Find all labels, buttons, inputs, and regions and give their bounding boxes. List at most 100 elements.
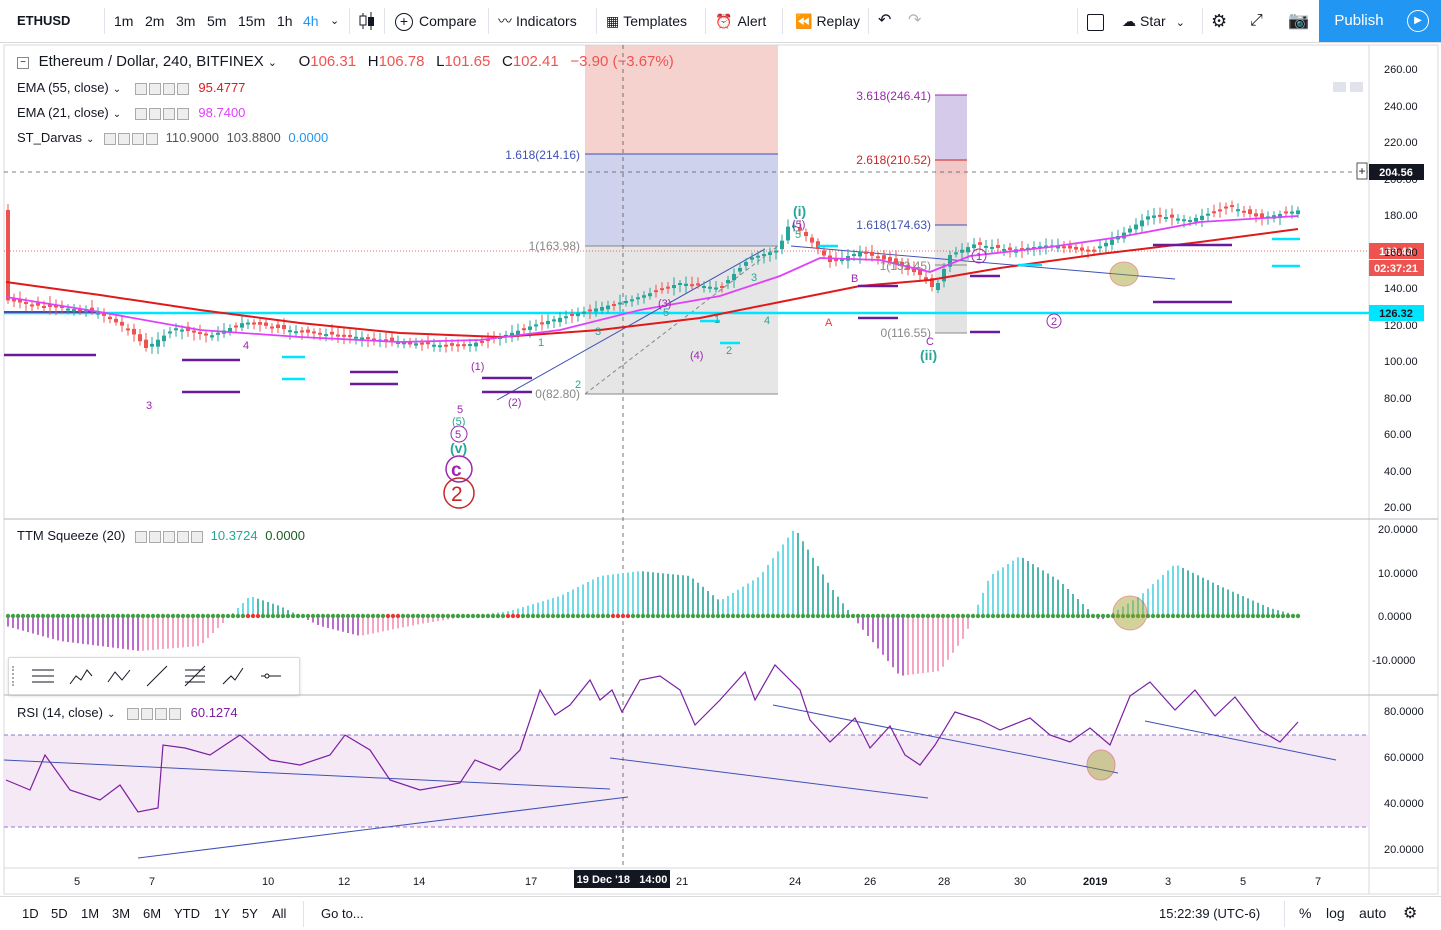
close-icon[interactable] (169, 707, 181, 720)
squeeze-dot (305, 613, 311, 619)
range-1y[interactable]: 1Y (214, 906, 230, 921)
range-1d[interactable]: 1D (22, 906, 39, 921)
trendline[interactable] (790, 245, 1176, 280)
code-icon[interactable] (163, 530, 175, 543)
eye-icon[interactable] (127, 707, 139, 720)
eye-icon[interactable] (134, 107, 147, 120)
close-icon[interactable] (176, 107, 189, 120)
ema55-legend[interactable]: EMA (55, close) ⌄ 95.4777 (17, 80, 245, 95)
compare-button[interactable]: + Compare (395, 0, 477, 42)
elliott-impulse-icon[interactable] (67, 662, 95, 690)
pane-collapse-icon[interactable] (1333, 82, 1346, 92)
squeeze-dot (1200, 613, 1206, 619)
squeeze-dot (1295, 613, 1301, 619)
log-toggle[interactable]: log (1326, 905, 1345, 921)
gear-icon[interactable]: ⚙ (1403, 905, 1418, 922)
expand-icon[interactable]: ⤢ (1250, 12, 1263, 29)
star-button[interactable]: ☁ Star ⌄ (1122, 0, 1185, 42)
interval-4h[interactable]: 4h (303, 13, 319, 29)
gear-icon[interactable]: ⚙ (1211, 11, 1228, 31)
plus-icon[interactable] (155, 707, 167, 720)
candle (1134, 224, 1138, 230)
gear-icon[interactable] (149, 530, 161, 543)
candles-icon[interactable] (358, 0, 376, 42)
range-5d[interactable]: 5D (51, 906, 68, 921)
pane-maximize-icon[interactable] (1350, 82, 1363, 92)
interval-1m[interactable]: 1m (114, 13, 134, 29)
add-alert-plus[interactable] (1356, 162, 1368, 180)
play-icon[interactable]: ▶ (1407, 10, 1429, 32)
range-ytd[interactable]: YTD (174, 906, 200, 921)
interval-1h[interactable]: 1h (277, 13, 293, 29)
gear-icon[interactable] (148, 107, 161, 120)
gear-icon[interactable] (148, 82, 161, 95)
percent-toggle[interactable]: % (1299, 905, 1312, 921)
series-title[interactable]: Ethereum / Dollar, 240, BITFINEX (38, 53, 264, 70)
rsi-trendline[interactable] (137, 796, 629, 859)
chevron-down-icon[interactable]: ⌄ (267, 57, 277, 69)
darvas-legend[interactable]: ST_Darvas ⌄ 110.9000 103.8800 0.0000 (17, 130, 328, 145)
divider (303, 901, 304, 927)
pitchfork-icon[interactable] (29, 662, 57, 690)
interval-2m[interactable]: 2m (145, 13, 165, 29)
rsi-trendline[interactable] (609, 757, 929, 799)
elliott-correction-icon[interactable] (105, 662, 133, 690)
gear-icon[interactable] (141, 707, 153, 720)
rsi-trendline[interactable] (772, 704, 1119, 774)
plus-icon[interactable] (162, 82, 175, 95)
trendline[interactable] (496, 248, 766, 401)
redo-icon[interactable]: ↷ (908, 12, 922, 29)
symbol-search[interactable]: ETHUSD (17, 13, 71, 28)
eye-icon[interactable] (134, 82, 147, 95)
candle (882, 255, 886, 260)
range-3m[interactable]: 3M (112, 906, 131, 921)
gear-icon[interactable] (118, 132, 131, 145)
plus-icon[interactable] (177, 530, 189, 543)
alert-button[interactable]: ⏰ Alert (715, 0, 766, 42)
interval-5m[interactable]: 5m (207, 13, 227, 29)
drag-handle[interactable] (12, 666, 18, 686)
ema21-legend[interactable]: EMA (21, close) ⌄ 98.7400 (17, 105, 245, 120)
goto-button[interactable]: Go to... (321, 906, 364, 921)
close-icon[interactable] (146, 132, 159, 145)
templates-button[interactable]: ▦ Templates (606, 0, 687, 42)
trend-line-icon[interactable] (143, 662, 171, 690)
plus-icon[interactable] (162, 107, 175, 120)
publish-button[interactable]: Publish ▶ (1319, 0, 1441, 42)
eye-icon[interactable] (104, 132, 117, 145)
range-5y[interactable]: 5Y (242, 906, 258, 921)
squeeze-dot (950, 613, 956, 619)
indicators-button[interactable]: 〰 Indicators (498, 0, 577, 42)
squeeze-dot (580, 613, 586, 619)
interval-3m[interactable]: 3m (176, 13, 196, 29)
interval-15m[interactable]: 15m (238, 13, 266, 29)
ttm-legend[interactable]: TTM Squeeze (20) 10.3724 0.0000 (17, 528, 305, 543)
candle (312, 331, 316, 334)
close-icon[interactable] (176, 82, 189, 95)
chevron-down-icon[interactable]: ⌄ (330, 15, 340, 27)
price-chart[interactable]: 1.618(214.16) 1(163.98) 0(82.80) 3.618(2… (0, 42, 1441, 896)
horizontal-ray-icon[interactable] (257, 662, 285, 690)
rsi-trendline[interactable] (3, 759, 611, 790)
clock[interactable]: 15:22:39 (UTC-6) (1159, 906, 1261, 921)
undo-icon[interactable]: ↶ (878, 12, 892, 29)
rsi-trendline[interactable] (1144, 720, 1337, 761)
close-icon[interactable] (191, 530, 203, 543)
range-6m[interactable]: 6M (143, 906, 162, 921)
camera-icon[interactable]: 📷 (1288, 11, 1310, 30)
plus-icon[interactable] (132, 132, 145, 145)
squeeze-dot (595, 613, 601, 619)
fullscreen-box-icon[interactable] (1087, 0, 1104, 42)
eye-icon[interactable] (135, 530, 147, 543)
fib-retracement-icon[interactable] (181, 662, 209, 690)
range-1m[interactable]: 1M (81, 906, 100, 921)
candle (252, 322, 256, 325)
replay-button[interactable]: ⏪ Replay (795, 0, 860, 42)
auto-toggle[interactable]: auto (1359, 905, 1387, 921)
range-all[interactable]: All (272, 906, 287, 921)
last-price: 160.43 (1379, 246, 1413, 258)
candle (216, 332, 220, 335)
collapse-legend-icon[interactable]: − (17, 56, 29, 69)
path-icon[interactable] (219, 662, 247, 690)
rsi-legend[interactable]: RSI (14, close) ⌄ 60.1274 (17, 705, 238, 720)
